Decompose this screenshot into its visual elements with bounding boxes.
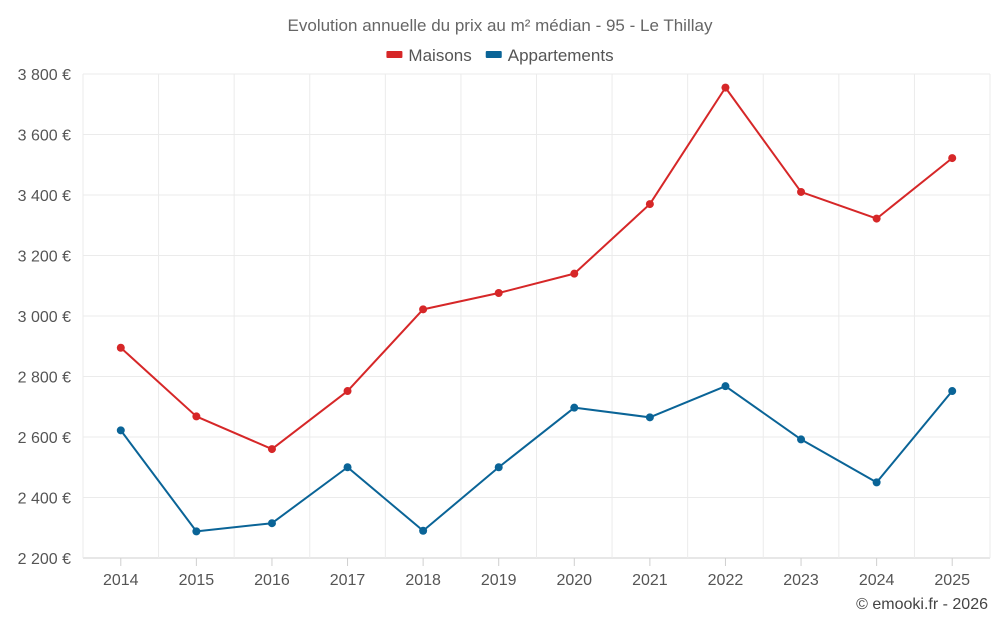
data-point-maisons	[494, 289, 503, 298]
legend-label-appartements[interactable]: Appartements	[508, 46, 614, 65]
x-tick-label: 2017	[330, 572, 366, 589]
y-tick-label: 3 600 €	[18, 128, 71, 145]
y-tick-label: 3 000 €	[18, 309, 71, 326]
legend-label-maisons[interactable]: Maisons	[408, 46, 471, 65]
y-tick-label: 2 600 €	[18, 430, 71, 447]
legend: Maisons Appartements	[386, 46, 614, 65]
x-tick-label: 2016	[254, 572, 290, 589]
data-point-appartements	[570, 403, 579, 412]
series-group	[116, 83, 957, 536]
x-tick-label: 2015	[179, 572, 215, 589]
x-tick-label: 2023	[783, 572, 819, 589]
y-tick-label: 2 400 €	[18, 491, 71, 508]
x-tick-label: 2019	[481, 572, 517, 589]
credit-text: © emooki.fr - 2026	[856, 596, 988, 613]
data-point-appartements	[721, 382, 730, 391]
y-tick-label: 3 800 €	[18, 67, 71, 84]
y-tick-label: 2 200 €	[18, 551, 71, 568]
data-point-appartements	[116, 426, 125, 435]
series-line-appartements	[119, 385, 953, 533]
data-point-maisons	[721, 83, 730, 92]
data-point-appartements	[872, 478, 881, 487]
x-tick-label: 2021	[632, 572, 668, 589]
data-point-appartements	[797, 435, 806, 444]
data-point-maisons	[797, 187, 806, 196]
data-point-appartements	[494, 463, 503, 472]
data-point-maisons	[267, 445, 276, 454]
x-tick-label: 2020	[556, 572, 592, 589]
data-point-maisons	[343, 387, 352, 396]
legend-swatch-appartements[interactable]	[485, 51, 502, 58]
x-axis: 2014 2015 2016 2017 2018 2019 2020 2021 2022 2023…	[103, 558, 970, 589]
x-tick-label: 2024	[859, 572, 895, 589]
y-tick-label: 3 200 €	[18, 249, 71, 266]
data-point-appartements	[645, 413, 654, 422]
series-line-maisons	[120, 86, 953, 451]
data-point-maisons	[645, 200, 654, 209]
x-tick-label: 2014	[103, 572, 139, 589]
data-point-maisons	[948, 154, 957, 163]
x-tick-label: 2018	[405, 572, 441, 589]
data-point-maisons	[872, 214, 881, 223]
y-tick-label: 2 800 €	[18, 370, 71, 387]
data-point-maisons	[192, 412, 201, 421]
legend-swatch-maisons[interactable]	[386, 51, 403, 58]
data-point-appartements	[948, 387, 957, 396]
x-tick-label: 2022	[708, 572, 744, 589]
data-point-maisons	[116, 343, 125, 352]
data-point-appartements	[419, 526, 428, 535]
data-point-appartements	[267, 519, 276, 528]
data-point-appartements	[192, 527, 201, 536]
data-point-maisons	[419, 305, 428, 314]
data-point-appartements	[343, 463, 352, 472]
data-point-maisons	[570, 269, 579, 278]
y-axis: 2 200 € 2 400 € 2 600 € 2 800 € 3 000 € 3 200…	[18, 67, 71, 568]
y-tick-label: 3 400 €	[18, 188, 71, 205]
chart-title: Evolution annuelle du prix au m² médian …	[288, 16, 713, 35]
x-tick-label: 2025	[934, 572, 970, 589]
gridlines	[82, 73, 991, 559]
